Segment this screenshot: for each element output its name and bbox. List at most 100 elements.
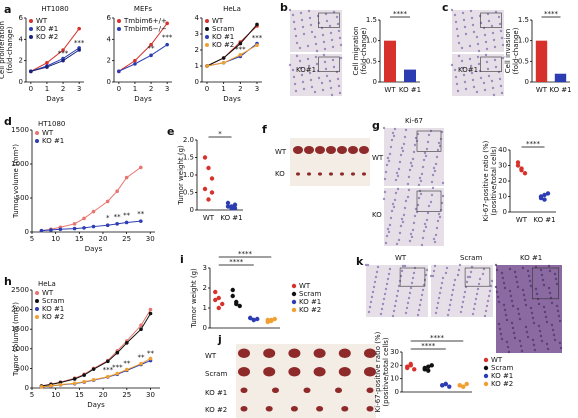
cell <box>439 286 443 290</box>
data-point <box>216 305 221 311</box>
micrograph <box>290 54 342 96</box>
data-point <box>426 364 431 369</box>
data-point <box>91 224 96 229</box>
cell <box>383 177 387 181</box>
significance: * <box>218 130 222 138</box>
tumor <box>364 366 376 377</box>
x-tick-label: 1 <box>45 85 49 93</box>
data-point <box>202 186 208 192</box>
y-tick-label: 0 <box>190 206 194 214</box>
cell <box>395 242 399 246</box>
legend-marker <box>483 381 489 387</box>
cell <box>424 273 428 277</box>
cell <box>529 284 533 288</box>
chart-title: HeLa <box>38 280 56 288</box>
panel-letter: j <box>217 333 222 346</box>
cell <box>386 277 390 281</box>
y-axis-label: (positive/total cells) <box>490 146 498 215</box>
cell <box>393 127 397 131</box>
cell <box>462 18 466 22</box>
cell <box>468 57 472 61</box>
cell <box>314 55 318 59</box>
data-point <box>148 307 153 312</box>
cell <box>486 12 490 16</box>
cell <box>406 301 410 305</box>
bar <box>535 40 548 82</box>
cell <box>444 271 448 275</box>
inset-box <box>464 267 491 287</box>
data-point <box>220 301 225 307</box>
cell <box>509 294 513 298</box>
cell <box>483 314 487 318</box>
cell <box>395 171 399 175</box>
cell <box>431 173 435 177</box>
cell <box>502 281 506 285</box>
data-point <box>412 367 417 372</box>
cell <box>506 345 510 349</box>
cell <box>403 206 407 210</box>
cell <box>468 44 472 48</box>
cell <box>410 281 414 285</box>
cell <box>545 342 549 346</box>
cell <box>411 276 415 280</box>
significance: **** <box>430 334 445 342</box>
cell <box>429 200 433 204</box>
cell <box>299 66 303 70</box>
cell <box>417 196 421 200</box>
y-axis-label: (fold-change) <box>360 27 368 74</box>
x-tick-label: 1 <box>133 85 137 93</box>
cell <box>399 224 403 228</box>
cell <box>540 339 544 343</box>
data-point <box>82 216 86 221</box>
cell <box>317 76 321 80</box>
y-axis-label: Tumor volume (mm³) <box>12 302 20 377</box>
cell <box>313 90 317 94</box>
data-point <box>106 374 110 379</box>
cell <box>500 271 504 275</box>
cell <box>384 170 388 174</box>
cell <box>524 325 528 329</box>
cell <box>397 167 401 171</box>
cell <box>531 316 535 320</box>
cell <box>461 11 465 15</box>
cell <box>366 263 370 267</box>
significance: ** <box>147 350 155 358</box>
legend-marker <box>205 43 209 47</box>
legend-label: KO #2 <box>491 380 513 388</box>
cell <box>321 33 325 37</box>
cell <box>386 156 390 160</box>
cell <box>492 93 496 97</box>
cell <box>472 307 476 311</box>
cell <box>288 8 292 12</box>
cell <box>523 298 527 302</box>
cell <box>309 78 313 82</box>
bar <box>554 73 567 82</box>
cell <box>302 32 306 36</box>
y-tick-label: 2 <box>195 46 199 54</box>
cell <box>511 326 515 330</box>
data-point <box>139 361 143 366</box>
cell <box>379 312 383 316</box>
cell <box>373 280 377 284</box>
data-point <box>61 58 65 63</box>
cell <box>404 199 408 203</box>
cell <box>469 270 473 274</box>
cell <box>335 70 339 74</box>
y-tick-label: 0 <box>395 388 399 396</box>
cell <box>492 38 496 42</box>
cell <box>385 234 389 238</box>
cell <box>498 327 502 331</box>
legend-marker <box>483 357 489 363</box>
cell <box>508 289 512 293</box>
data-point <box>49 384 53 388</box>
tumor <box>272 387 279 394</box>
cell <box>324 67 328 71</box>
cell <box>510 299 514 303</box>
cell <box>395 294 399 298</box>
cell <box>321 88 325 92</box>
cell <box>403 135 407 139</box>
significance: *** <box>235 45 246 53</box>
cell <box>490 79 494 83</box>
cell <box>298 46 302 50</box>
